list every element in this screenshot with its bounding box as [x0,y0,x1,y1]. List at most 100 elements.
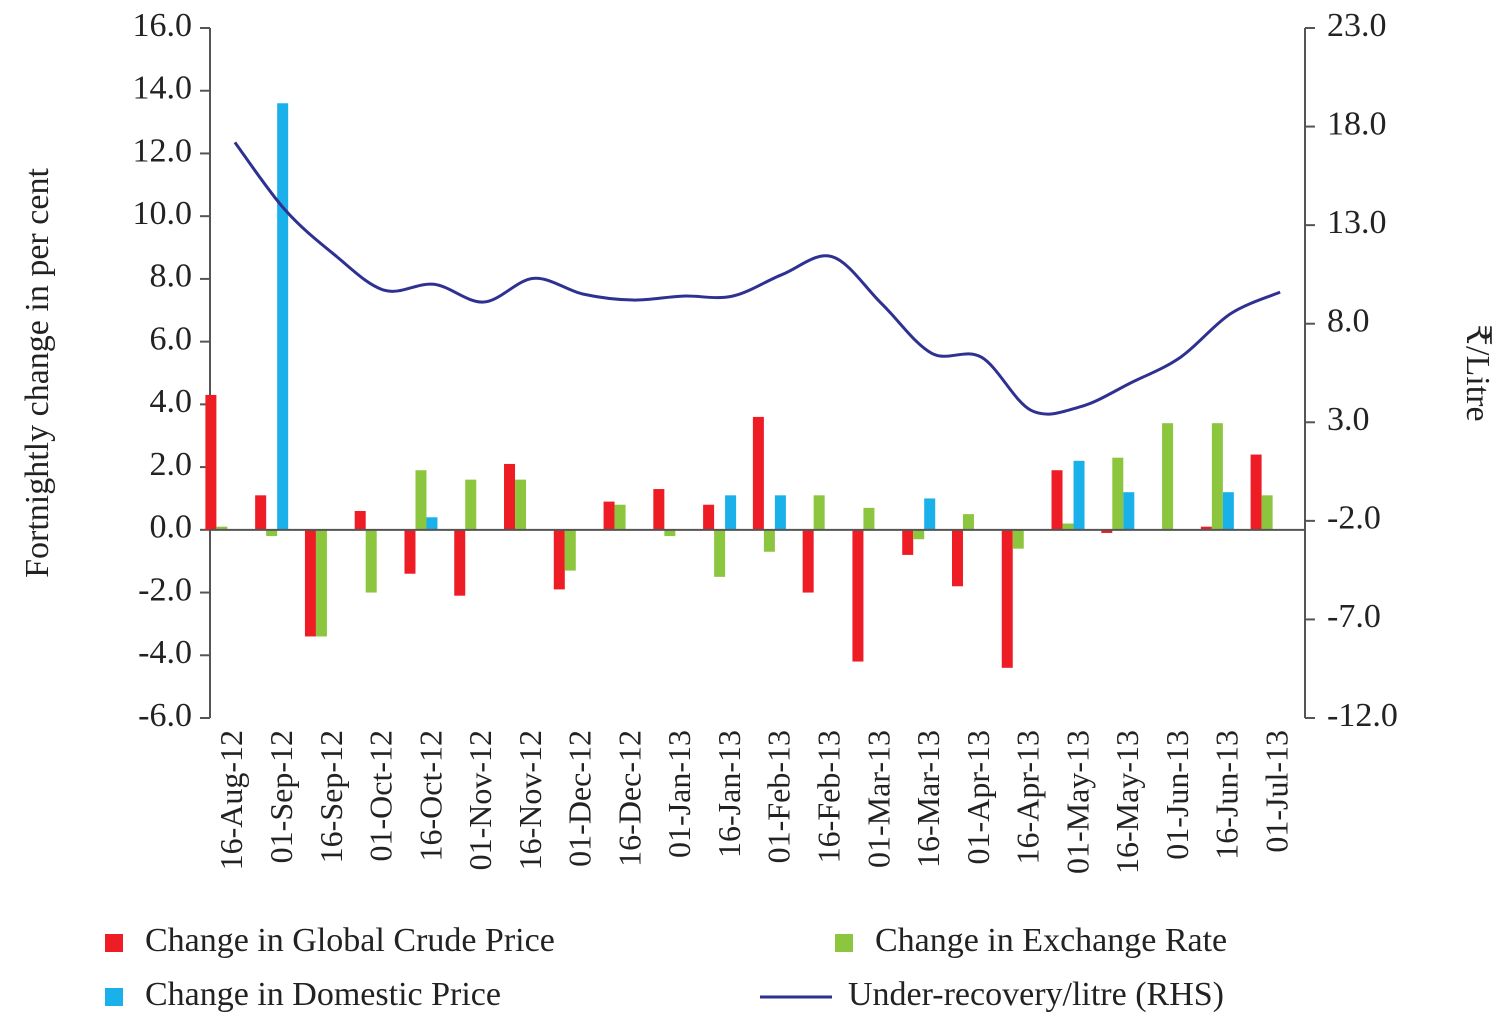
bar [315,529,327,637]
y-tick-label: 14.0 [133,70,193,107]
x-tick-label: 16-Feb-13 [811,730,847,863]
legend-label: Under-recovery/litre (RHS) [848,976,1224,1013]
bar [277,103,289,530]
bar [774,495,786,530]
bar [1073,460,1085,530]
y2-tick-label: -12.0 [1327,697,1398,734]
bar [924,498,936,530]
bar [1162,423,1174,530]
bar [703,504,715,530]
x-tick-label: 01-Feb-13 [761,730,797,863]
y2-tick-label: 8.0 [1327,303,1370,340]
y2-tick-label: 18.0 [1327,105,1387,142]
bar [454,529,466,596]
bar [951,529,963,587]
x-tick-label: 01-Dec-12 [562,730,598,867]
bar [863,507,875,530]
bar [1261,495,1273,530]
y2-tick-label: -2.0 [1327,500,1381,537]
bar [304,529,316,637]
bar [255,495,267,530]
x-tick-label: 16-Apr-13 [1010,730,1046,864]
bar [1123,492,1135,530]
bar [365,529,377,593]
y-tick-label: -6.0 [138,697,192,734]
y-tick-label: -4.0 [138,634,192,671]
y-tick-label: 10.0 [133,195,193,232]
bar [216,526,228,530]
x-tick-label: 16-Jun-13 [1209,730,1245,860]
y-tick-label: 16.0 [133,7,193,44]
bar [1001,529,1013,668]
bar [653,489,665,530]
x-tick-label: 16-Mar-13 [910,730,946,868]
y-tick-label: 8.0 [150,258,193,295]
x-tick-label: 16-Nov-12 [512,730,548,870]
bar [802,529,814,593]
bar [564,529,576,571]
x-tick-label: 16-Dec-12 [611,730,647,867]
x-tick-label: 01-Mar-13 [860,730,896,868]
x-tick-label: 16-Jan-13 [711,730,747,858]
bar [962,514,974,530]
bar [504,463,516,530]
bar [205,394,217,530]
bar [465,479,477,530]
bar [763,529,775,552]
bar [1222,492,1234,530]
bar [603,501,615,530]
y-tick-label: 12.0 [133,132,193,169]
bar [1012,529,1024,549]
legend-label: Change in Global Crude Price [145,922,555,959]
bar [515,479,527,530]
bar [1211,423,1223,530]
y2-tick-label: 23.0 [1327,7,1387,44]
bar [1062,523,1074,530]
y-tick-label: 0.0 [150,509,193,546]
x-tick-label: 16-Sep-12 [313,730,349,863]
legend-swatch [105,988,123,1006]
bar [415,470,427,530]
y-tick-label: 6.0 [150,320,193,357]
x-tick-label: 01-Nov-12 [462,730,498,870]
bar [902,529,914,555]
bar [813,495,825,530]
y-tick-label: 4.0 [150,383,193,420]
x-tick-label: 01-Jan-13 [661,730,697,858]
bar [426,517,438,530]
bar [404,529,416,574]
y-tick-label: -2.0 [138,571,192,608]
bar [752,416,764,530]
legend-label: Change in Domestic Price [145,976,501,1013]
x-tick-label: 01-Apr-13 [960,730,996,864]
bar [614,504,626,530]
bar [1112,457,1124,530]
x-tick-label: 16-Aug-12 [213,730,249,870]
x-tick-label: 16-May-13 [1109,730,1145,874]
x-tick-label: 01-Oct-12 [363,730,399,862]
x-tick-label: 01-Jul-13 [1258,730,1294,853]
legend-swatch [835,934,853,952]
bar [714,529,726,577]
legend-label: Change in Exchange Rate [875,922,1227,959]
bar [354,511,366,530]
bar [725,495,737,530]
y2-tick-label: 13.0 [1327,204,1387,241]
x-tick-label: 16-Oct-12 [412,730,448,862]
x-tick-label: 01-Jun-13 [1159,730,1195,860]
x-tick-label: 01-Sep-12 [263,730,299,863]
bar [266,529,278,537]
y2-tick-label: 3.0 [1327,401,1370,438]
y-tick-label: 2.0 [150,446,193,483]
y-axis-label: Fortnightly change in per cent [19,168,56,578]
bar [664,529,676,537]
bar [553,529,565,590]
bar [1051,470,1063,530]
line [233,141,1281,416]
bar [1250,454,1262,530]
bar [1101,529,1113,533]
bar [913,529,925,540]
bar [852,529,864,662]
